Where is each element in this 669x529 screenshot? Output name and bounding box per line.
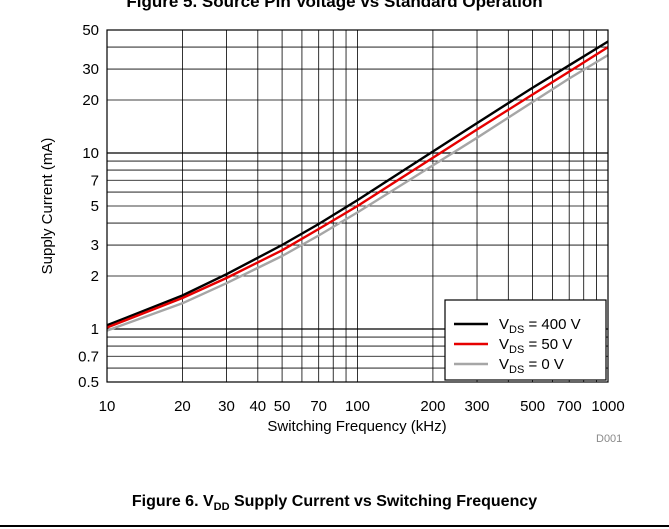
x-tick-label: 300 xyxy=(465,398,490,415)
figure-code-label: D001 xyxy=(596,433,623,445)
y-tick-label: 10 xyxy=(82,145,99,162)
legend-label-1: VDS = 400 V xyxy=(499,316,581,336)
x-tick-label: 500 xyxy=(520,398,545,415)
y-tick-label: 1 xyxy=(91,321,99,338)
x-tick-label: 50 xyxy=(274,398,291,415)
x-tick-label: 70 xyxy=(310,398,327,415)
series-line-1 xyxy=(106,40,609,327)
series-lines xyxy=(106,40,609,332)
bottom-rule xyxy=(0,525,669,527)
x-axis-title: Switching Frequency (kHz) xyxy=(267,418,446,435)
y-tick-label: 2 xyxy=(91,268,99,285)
legend-box xyxy=(444,299,607,381)
x-tick-label: 20 xyxy=(174,398,191,415)
plot-frame xyxy=(106,29,609,383)
legend-label-3: VDS = 0 V xyxy=(499,356,564,376)
x-tick-label: 700 xyxy=(557,398,582,415)
y-axis-title: Supply Current (mA) xyxy=(39,138,56,275)
figure-5-caption: Figure 5. Source Pin Voltage vs Standard… xyxy=(126,0,543,11)
y-tick-labels: 0.5 0.7 1 2 3 5 7 10 20 30 50 xyxy=(78,22,99,391)
x-tick-label: 100 xyxy=(345,398,370,415)
caption-subscript: DD xyxy=(213,501,230,514)
figure-6-caption: Figure 6. VDD Supply Current vs Switchin… xyxy=(0,493,669,513)
y-tick-label: 30 xyxy=(82,61,99,78)
y-tick-label: 3 xyxy=(91,237,99,254)
y-tick-label: 0.7 xyxy=(78,348,99,365)
x-tick-label: 1000 xyxy=(591,398,624,415)
x-tick-label: 10 xyxy=(99,398,116,415)
series-line-2 xyxy=(106,46,609,329)
y-tick-label: 5 xyxy=(91,198,99,215)
y-tick-label: 0.5 xyxy=(78,374,99,391)
x-tick-label: 30 xyxy=(218,398,235,415)
legend-label-2: VDS = 50 V xyxy=(499,336,572,356)
caption-prefix: Figure 6. V xyxy=(131,493,214,510)
series-line-3 xyxy=(106,54,609,332)
x-tick-label: 200 xyxy=(420,398,445,415)
x-tick-label: 40 xyxy=(249,398,266,415)
y-tick-label: 50 xyxy=(82,22,99,39)
caption-suffix: Supply Current vs Switching Frequency xyxy=(229,493,538,510)
y-tick-label: 7 xyxy=(91,172,99,189)
y-tick-label: 20 xyxy=(82,92,99,109)
x-tick-labels: 10 20 30 40 50 70 100 200 300 500 700 1000 xyxy=(99,398,625,415)
